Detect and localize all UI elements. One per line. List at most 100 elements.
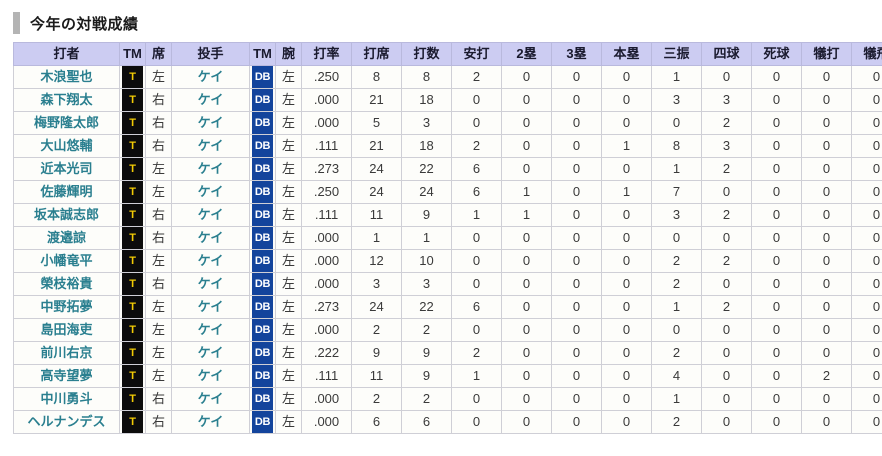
team-badge-baystars[interactable]: DB xyxy=(252,250,273,272)
stat-cell-sf: 0 xyxy=(852,66,882,89)
column-header-d2[interactable]: 2塁 xyxy=(502,43,552,66)
batter-name-link[interactable]: 高寺望夢 xyxy=(40,368,92,383)
stat-cell-sf: 0 xyxy=(852,204,882,227)
team-badge-tigers[interactable]: T xyxy=(122,342,143,364)
team-badge-tigers[interactable]: T xyxy=(122,319,143,341)
team-badge-baystars[interactable]: DB xyxy=(252,181,273,203)
pitcher-name-link[interactable]: ケイ xyxy=(198,414,224,429)
team-badge-tigers[interactable]: T xyxy=(122,89,143,111)
team-badge-baystars[interactable]: DB xyxy=(252,296,273,318)
team-badge-baystars[interactable]: DB xyxy=(252,411,273,433)
stat-cell-bb: 0 xyxy=(702,227,752,250)
team-badge-baystars[interactable]: DB xyxy=(252,227,273,249)
pitcher-name-link[interactable]: ケイ xyxy=(198,138,224,153)
team-badge-baystars[interactable]: DB xyxy=(252,112,273,134)
column-header-sh[interactable]: 犠打 xyxy=(802,43,852,66)
team-badge-tigers[interactable]: T xyxy=(122,204,143,226)
column-header-d3[interactable]: 3塁 xyxy=(552,43,602,66)
team-badge-baystars[interactable]: DB xyxy=(252,204,273,226)
pitcher-name-link[interactable]: ケイ xyxy=(198,92,224,107)
batter-name-link[interactable]: 近本光司 xyxy=(40,161,92,176)
team-badge-tigers[interactable]: T xyxy=(122,365,143,387)
batter-name-link[interactable]: 梅野隆太郎 xyxy=(34,115,99,130)
column-header-so[interactable]: 三振 xyxy=(652,43,702,66)
pitcher-name-link[interactable]: ケイ xyxy=(198,161,224,176)
team-badge-tigers[interactable]: T xyxy=(122,411,143,433)
stat-cell-pa: 24 xyxy=(352,181,402,204)
team-badge-baystars[interactable]: DB xyxy=(252,273,273,295)
column-header-h[interactable]: 安打 xyxy=(452,43,502,66)
stat-cell-bb: 2 xyxy=(702,204,752,227)
batter-name-link[interactable]: 中川勇斗 xyxy=(40,391,92,406)
pitcher-name-link[interactable]: ケイ xyxy=(198,184,224,199)
stat-cell-hr: 0 xyxy=(602,365,652,388)
stat-cell-hr: 0 xyxy=(602,342,652,365)
pitcher-name-link[interactable]: ケイ xyxy=(198,69,224,84)
column-header-avg[interactable]: 打率 xyxy=(302,43,352,66)
team-badge-baystars[interactable]: DB xyxy=(252,135,273,157)
team-badge-tigers[interactable]: T xyxy=(122,158,143,180)
batter-name-link[interactable]: 佐藤輝明 xyxy=(40,184,92,199)
team-badge-baystars[interactable]: DB xyxy=(252,388,273,410)
batter-name-link[interactable]: 坂本誠志郎 xyxy=(34,207,99,222)
batter-name-link[interactable]: 渡邉諒 xyxy=(47,230,86,245)
pitcher-name-link[interactable]: ケイ xyxy=(198,253,224,268)
team-badge-tigers[interactable]: T xyxy=(122,296,143,318)
column-header-hr[interactable]: 本塁 xyxy=(602,43,652,66)
team-badge-tigers[interactable]: T xyxy=(122,112,143,134)
batter-name-link[interactable]: 中野拓夢 xyxy=(40,299,92,314)
column-header-btm[interactable]: TM xyxy=(120,43,146,66)
stat-cell-avg: .111 xyxy=(302,135,352,158)
stats-table-container: 打者TM席投手TM腕打率打席打数安打2塁3塁本塁三振四球死球犠打犠飛 木浪聖也T… xyxy=(13,42,869,434)
column-header-side[interactable]: 席 xyxy=(146,43,172,66)
stat-cell-sh: 0 xyxy=(802,411,852,434)
stat-cell-so: 1 xyxy=(652,66,702,89)
batter-name-link[interactable]: 前川右京 xyxy=(40,345,92,360)
pitcher-name-link[interactable]: ケイ xyxy=(198,115,224,130)
batter-name-link[interactable]: 小幡竜平 xyxy=(40,253,92,268)
team-badge-tigers[interactable]: T xyxy=(122,250,143,272)
stat-cell-h: 0 xyxy=(452,89,502,112)
team-badge-tigers[interactable]: T xyxy=(122,135,143,157)
pitcher-name-link[interactable]: ケイ xyxy=(198,276,224,291)
team-badge-baystars[interactable]: DB xyxy=(252,319,273,341)
stat-cell-pa: 24 xyxy=(352,158,402,181)
pitcher-name-link[interactable]: ケイ xyxy=(198,299,224,314)
column-header-hbp[interactable]: 死球 xyxy=(752,43,802,66)
column-header-arm[interactable]: 腕 xyxy=(276,43,302,66)
team-badge-baystars[interactable]: DB xyxy=(252,89,273,111)
team-badge-baystars[interactable]: DB xyxy=(252,158,273,180)
pitcher-name-link[interactable]: ケイ xyxy=(198,207,224,222)
batter-name-link[interactable]: ヘルナンデス xyxy=(27,414,105,429)
team-badge-tigers[interactable]: T xyxy=(122,181,143,203)
column-header-sf[interactable]: 犠飛 xyxy=(852,43,882,66)
team-badge-baystars[interactable]: DB xyxy=(252,365,273,387)
batter-name-link[interactable]: 森下翔太 xyxy=(40,92,92,107)
team-badge-tigers[interactable]: T xyxy=(122,66,143,88)
team-badge-tigers[interactable]: T xyxy=(122,388,143,410)
batter-name-cell: 近本光司 xyxy=(14,158,120,181)
pitcher-name-link[interactable]: ケイ xyxy=(198,322,224,337)
pitcher-name-link[interactable]: ケイ xyxy=(198,368,224,383)
batter-name-cell: 坂本誠志郎 xyxy=(14,204,120,227)
column-header-batter[interactable]: 打者 xyxy=(14,43,120,66)
column-header-ptm[interactable]: TM xyxy=(250,43,276,66)
pitcher-name-link[interactable]: ケイ xyxy=(198,230,224,245)
team-badge-tigers[interactable]: T xyxy=(122,227,143,249)
team-badge-tigers[interactable]: T xyxy=(122,273,143,295)
column-header-pitcher[interactable]: 投手 xyxy=(172,43,250,66)
column-header-bb[interactable]: 四球 xyxy=(702,43,752,66)
batter-name-link[interactable]: 島田海吏 xyxy=(40,322,92,337)
pitcher-name-link[interactable]: ケイ xyxy=(198,391,224,406)
batter-name-cell: 渡邉諒 xyxy=(14,227,120,250)
batter-name-link[interactable]: 榮枝裕貴 xyxy=(40,276,92,291)
team-badge-baystars[interactable]: DB xyxy=(252,66,273,88)
stat-cell-ab: 6 xyxy=(402,411,452,434)
batter-name-link[interactable]: 大山悠輔 xyxy=(40,138,92,153)
team-badge-baystars[interactable]: DB xyxy=(252,342,273,364)
column-header-pa[interactable]: 打席 xyxy=(352,43,402,66)
column-header-ab[interactable]: 打数 xyxy=(402,43,452,66)
batter-name-link[interactable]: 木浪聖也 xyxy=(40,69,92,84)
pitcher-name-link[interactable]: ケイ xyxy=(198,345,224,360)
